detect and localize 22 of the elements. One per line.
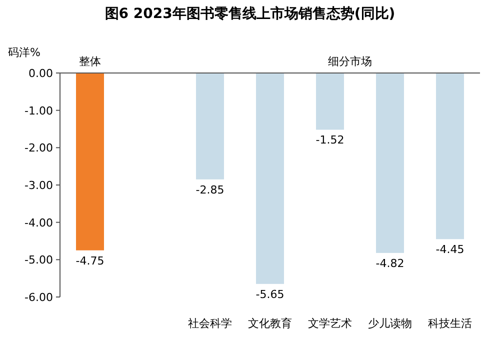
text: 细分市场	[328, 55, 372, 68]
data-label: -4.45	[436, 243, 464, 256]
y-tick-label: 0.00	[28, 67, 53, 80]
data-label: -4.82	[376, 256, 404, 270]
x-tick-label: 整体	[79, 55, 101, 68]
x-tick-label: 科技生活	[428, 317, 472, 330]
y-tick-label: -4.00	[24, 216, 53, 230]
x-tick-label: 社会科学	[188, 317, 232, 330]
y-tick-label: -2.00	[24, 142, 53, 155]
x-tick-label: 文化教育	[248, 317, 292, 330]
y-tick-label: -3.00	[24, 179, 53, 192]
y-tick-label: -6.00	[24, 291, 53, 304]
y-axis-title: 码洋%	[8, 46, 40, 59]
data-label: -1.52	[316, 134, 344, 147]
chart-title: 图6 2023年图书零售线上市场销售态势(同比)	[104, 5, 396, 22]
y-tick-label: -5.00	[24, 254, 53, 267]
data-label: -4.75	[76, 254, 104, 268]
x-tick-label: 少儿读物	[368, 317, 412, 330]
data-label: -2.85	[196, 183, 224, 196]
y-tick-label: -1.00	[24, 104, 53, 118]
data-label: -5.65	[256, 288, 284, 301]
x-tick-label: 文学艺术	[308, 317, 352, 330]
